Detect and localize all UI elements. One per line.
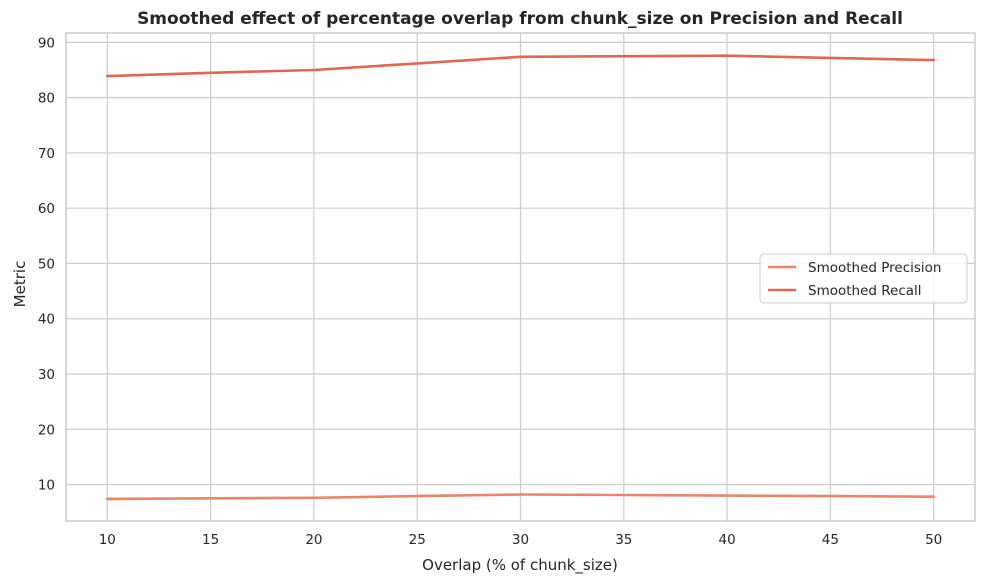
x-tick-label: 40 — [718, 532, 735, 548]
y-tick-label: 90 — [38, 35, 55, 51]
x-tick-label: 25 — [409, 532, 426, 548]
x-tick-label: 45 — [822, 532, 839, 548]
legend: Smoothed Precision Smoothed Recall — [759, 253, 968, 304]
x-tick-label: 20 — [305, 532, 322, 548]
y-tick-label: 50 — [38, 256, 55, 272]
y-tick-label: 20 — [38, 422, 55, 438]
x-axis-ticks: 10 15 20 25 30 35 40 45 50 — [99, 532, 943, 548]
y-tick-label: 40 — [38, 312, 55, 328]
plot-frame — [65, 32, 976, 522]
x-tick-label: 50 — [925, 532, 942, 548]
legend-label-smoothed-recall: Smoothed Recall — [808, 283, 922, 299]
y-tick-label: 70 — [38, 146, 55, 162]
x-tick-label: 15 — [202, 532, 219, 548]
y-tick-label: 10 — [38, 478, 55, 494]
legend-box — [759, 253, 968, 304]
y-tick-label: 60 — [38, 201, 55, 217]
legend-label-smoothed-precision: Smoothed Precision — [808, 260, 942, 276]
x-tick-label: 30 — [512, 532, 529, 548]
x-tick-label: 10 — [99, 532, 116, 548]
series-layer — [106, 54, 936, 501]
x-tick-label: 35 — [615, 532, 632, 548]
x-axis-label: Overlap (% of chunk_size) — [422, 556, 618, 575]
y-tick-label: 80 — [38, 91, 55, 107]
chart-title: Smoothed effect of percentage overlap fr… — [137, 9, 903, 29]
y-axis-ticks: 10 20 30 40 50 60 70 80 90 — [38, 35, 55, 493]
y-tick-label: 30 — [38, 367, 55, 383]
series-line-smoothed-recall — [106, 54, 936, 78]
series-line-smoothed-precision — [106, 493, 936, 501]
y-axis-label: Metric — [11, 261, 29, 308]
